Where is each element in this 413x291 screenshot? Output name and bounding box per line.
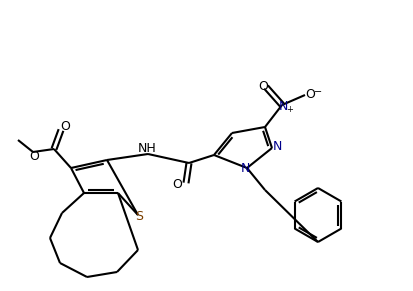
Text: N: N xyxy=(272,139,282,152)
Text: O: O xyxy=(305,88,315,100)
Text: O: O xyxy=(29,150,39,164)
Text: O: O xyxy=(172,178,182,191)
Text: −: − xyxy=(314,87,322,97)
Text: S: S xyxy=(135,210,143,223)
Text: O: O xyxy=(258,81,268,93)
Text: NH: NH xyxy=(138,141,157,155)
Text: N: N xyxy=(240,162,250,175)
Text: N: N xyxy=(278,100,288,113)
Text: +: + xyxy=(287,106,294,114)
Text: O: O xyxy=(60,120,70,132)
